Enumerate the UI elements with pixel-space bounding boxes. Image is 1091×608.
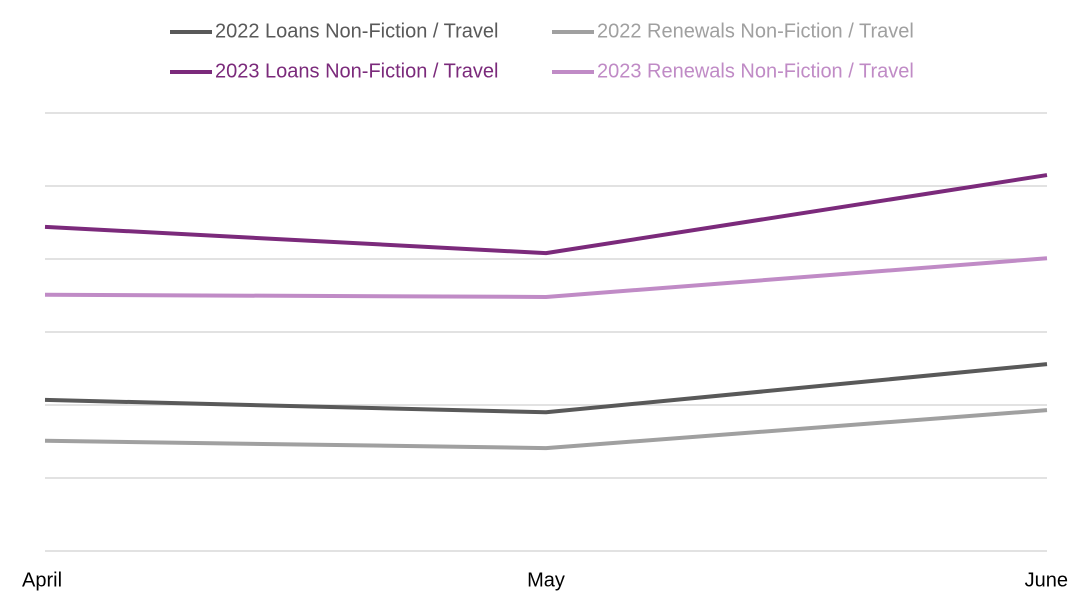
- series-line: [44, 408, 1048, 451]
- series-line: [44, 362, 1048, 415]
- legend-label: 2023 Renewals Non-Fiction / Travel: [597, 60, 914, 82]
- x-tick-label: June: [1025, 569, 1068, 591]
- series-line: [44, 256, 1048, 299]
- legend-label: 2023 Loans Non-Fiction / Travel: [215, 60, 499, 82]
- series-line: [44, 173, 1048, 256]
- legend-label: 2022 Loans Non-Fiction / Travel: [215, 20, 499, 42]
- x-tick-label: April: [22, 569, 62, 591]
- legend-label: 2022 Renewals Non-Fiction / Travel: [597, 20, 914, 42]
- x-tick-label: May: [527, 569, 565, 591]
